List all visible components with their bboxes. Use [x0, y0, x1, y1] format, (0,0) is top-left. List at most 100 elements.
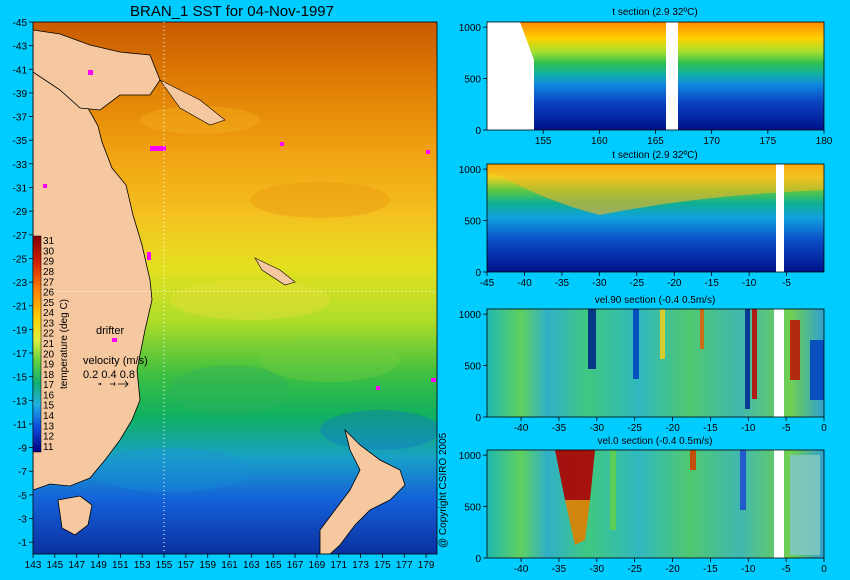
section1-y-tick-label: 1000 [459, 23, 482, 34]
section4-features [555, 450, 820, 555]
section2-x-tick-label: -35 [555, 278, 570, 289]
section4-title: vel.0 section (-0.4 0.5m/s) [597, 436, 712, 447]
map-x-tick-label: 165 [265, 560, 282, 571]
section2-title: t section (2.9 32ºC) [612, 150, 697, 161]
map-y-tick-label: -31 [13, 184, 28, 195]
section2-y-tick-label: 0 [475, 268, 481, 279]
section3-y-ticks: 0 500 1000 [459, 310, 487, 424]
colorbar [32, 235, 42, 453]
map-x-tick-label: 155 [156, 560, 173, 571]
map-y-tick-label: -9 [18, 444, 27, 455]
section4-x-tick-label: -30 [590, 564, 605, 575]
section1-y-ticks: 0 500 1000 [459, 23, 487, 137]
section4-x-tick-label: -5 [782, 564, 791, 575]
colorbar-tick-label: 16 [43, 390, 55, 401]
section1-title: t section (2.9 32ºC) [612, 7, 697, 18]
colorbar-tick-label: 13 [43, 421, 55, 432]
section2-x-tick-label: -30 [592, 278, 607, 289]
velocity-legend-label: velocity (m/s) [83, 355, 148, 367]
colorbar-tick-label: 17 [43, 380, 55, 391]
section2-warm-layer [487, 164, 824, 215]
colorbar-ticks: 3130292827262524232221201918171615141312… [43, 236, 55, 453]
section4-x-tick-label: -25 [627, 564, 642, 575]
section2-frame [486, 163, 825, 273]
map-x-tick-label: 143 [25, 560, 42, 571]
map-x-tick-label: 167 [287, 560, 304, 571]
map-y-tick-label: -3 [18, 515, 27, 526]
section4-x-tick-label: -15 [703, 564, 718, 575]
section2-gap [776, 164, 784, 272]
colorbar-tick-label: 25 [43, 298, 55, 309]
map-x-tick-label: 157 [178, 560, 195, 571]
new-caledonia [254, 257, 296, 286]
section3-title: vel.90 section (-0.4 0.5m/s) [595, 295, 716, 306]
new-zealand-land [319, 428, 406, 554]
section3-features [588, 309, 824, 409]
section4-y-tick-label: 1000 [459, 451, 482, 462]
section1-x-tick-label: 175 [759, 136, 776, 147]
map-y-tick-label: -25 [13, 254, 28, 265]
map-x-tick-label: 177 [396, 560, 413, 571]
map-x-tick-label: 173 [352, 560, 369, 571]
section1-plot [486, 21, 825, 131]
colorbar-tick-label: 20 [43, 349, 55, 360]
section1-x-tick-label: 155 [535, 136, 552, 147]
section3-frame [486, 308, 825, 418]
map-y-ticks: -1 -3 -5 -7 -9 -11 -13 -15 -17 -19 -21 -23 -25 -27 -29… [13, 18, 33, 549]
section2-x-tick-label: -45 [480, 278, 495, 289]
section2-x-tick-label: -20 [667, 278, 682, 289]
map-y-tick-label: -35 [13, 136, 28, 147]
colorbar-tick-label: 30 [43, 246, 55, 257]
colorbar-tick-label: 22 [43, 329, 55, 340]
map-y-tick-label: -39 [13, 89, 28, 100]
section2-x-tick-label: -25 [630, 278, 645, 289]
map-y-tick-label: -23 [13, 278, 28, 289]
section2-plot [486, 163, 825, 273]
solomon-islands [159, 79, 226, 126]
map-y-tick-label: -11 [13, 420, 27, 431]
map-y-tick-label: -33 [13, 160, 28, 171]
map-x-tick-label: 159 [199, 560, 216, 571]
section1-x-tick-label: 180 [816, 136, 833, 147]
colorbar-tick-label: 26 [43, 288, 55, 299]
section3-x-tick-label: -25 [627, 423, 642, 434]
map-x-tick-label: 163 [243, 560, 260, 571]
section4-y-ticks: 0 500 1000 [459, 451, 487, 565]
map-y-tick-label: -41 [13, 65, 28, 76]
section3-x-tick-label: -15 [703, 423, 718, 434]
section2-x-tick-label: -40 [517, 278, 532, 289]
map-y-tick-label: -17 [13, 349, 28, 360]
section4-x-ticks: -40 -35 -30 -25 -20 -15 -10 -5 0 [514, 558, 827, 575]
section2-y-tick-label: 500 [464, 217, 481, 228]
colorbar-tick-label: 21 [43, 339, 55, 350]
map-y-tick-label: -13 [13, 396, 28, 407]
section1-x-tick-label: 165 [647, 136, 664, 147]
colorbar-tick-label: 23 [43, 318, 55, 329]
section3-x-tick-label: -35 [552, 423, 567, 434]
map-title: BRAN_1 SST for 04-Nov-1997 [130, 3, 334, 20]
section2-x-ticks: -45 -40 -35 -30 -25 -20 -15 -10 -5 [480, 272, 791, 289]
section2-x-tick-label: -5 [782, 278, 791, 289]
colorbar-tick-label: 15 [43, 401, 55, 412]
drifter-legend-label: drifter [96, 325, 124, 337]
map-y-tick-label: -29 [13, 207, 28, 218]
section3-y-tick-label: 0 [475, 413, 481, 424]
map-y-tick-label: -1 [18, 538, 27, 549]
section2-y-ticks: 0 500 1000 [459, 165, 487, 279]
tasmania-land [57, 495, 93, 536]
colorbar-tick-label: 14 [43, 411, 55, 422]
section1-x-tick-label: 170 [703, 136, 720, 147]
map-x-tick-label: 147 [68, 560, 85, 571]
map-y-tick-label: -21 [13, 302, 28, 313]
section1-x-tick-label: 160 [591, 136, 608, 147]
section4-x-tick-label: 0 [821, 564, 827, 575]
section4-x-tick-label: -20 [665, 564, 680, 575]
section1-gap [666, 22, 678, 130]
map-y-tick-label: -5 [18, 491, 27, 502]
section4-x-tick-label: -35 [552, 564, 567, 575]
section1-y-tick-label: 500 [464, 75, 481, 86]
australia-land [33, 59, 153, 491]
section3-plot [486, 308, 825, 418]
colorbar-tick-label: 28 [43, 267, 55, 278]
